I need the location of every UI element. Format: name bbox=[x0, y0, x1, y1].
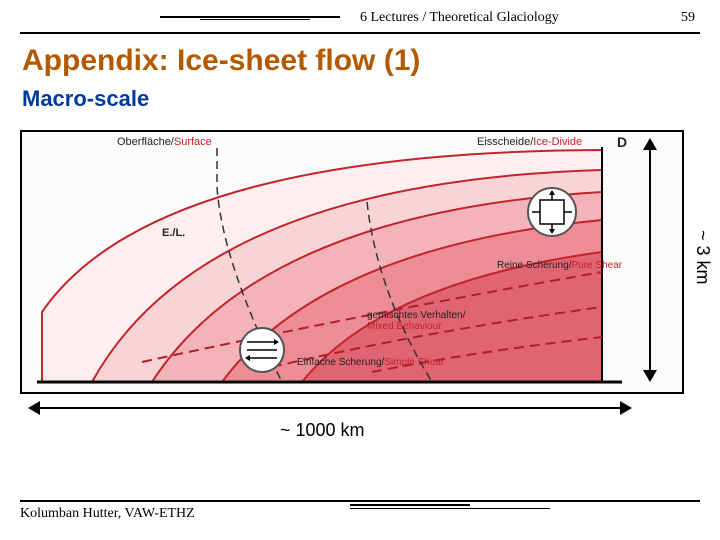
slide-header: 6 Lectures / Theoretical Glaciology 59 bbox=[20, 10, 700, 40]
header-rule bbox=[20, 32, 700, 34]
slide-footer: Kolumban Hutter, VAW-ETHZ bbox=[20, 500, 700, 530]
slide-title: Appendix: Ice-sheet flow (1) bbox=[22, 44, 420, 78]
divide-label: Eisscheide/Ice-Divide bbox=[477, 136, 582, 148]
page-number: 59 bbox=[681, 10, 695, 26]
mixed-label: gemischtes Verhalten/ Mixed Behaviour bbox=[367, 310, 465, 332]
header-decor bbox=[20, 16, 350, 21]
divide-letter: D bbox=[617, 134, 627, 150]
lecture-title: 6 Lectures / Theoretical Glaciology bbox=[360, 10, 559, 26]
pure-shear-symbol bbox=[528, 188, 576, 236]
slide-subtitle: Macro-scale bbox=[22, 86, 149, 112]
surface-label: Oberfläche/Surface bbox=[117, 136, 212, 148]
vertical-extent-label: ~ 3 km bbox=[692, 230, 713, 285]
pure-shear-label: Reine Scherung/Pure Shear bbox=[497, 260, 622, 271]
horizontal-extent-label: ~ 1000 km bbox=[280, 420, 365, 441]
vertical-extent-arrow bbox=[640, 140, 660, 380]
horizontal-extent-arrow bbox=[30, 398, 630, 418]
footer-decor bbox=[350, 504, 550, 511]
simple-shear-label: Einfache Scherung/Simple Shear bbox=[297, 357, 444, 368]
simple-shear-symbol bbox=[240, 328, 284, 372]
footer-author: Kolumban Hutter, VAW-ETHZ bbox=[20, 506, 195, 522]
ice-sheet-diagram: Oberfläche/Surface Eisscheide/Ice-Divide… bbox=[20, 130, 684, 394]
el-label: E./L. bbox=[162, 227, 185, 239]
